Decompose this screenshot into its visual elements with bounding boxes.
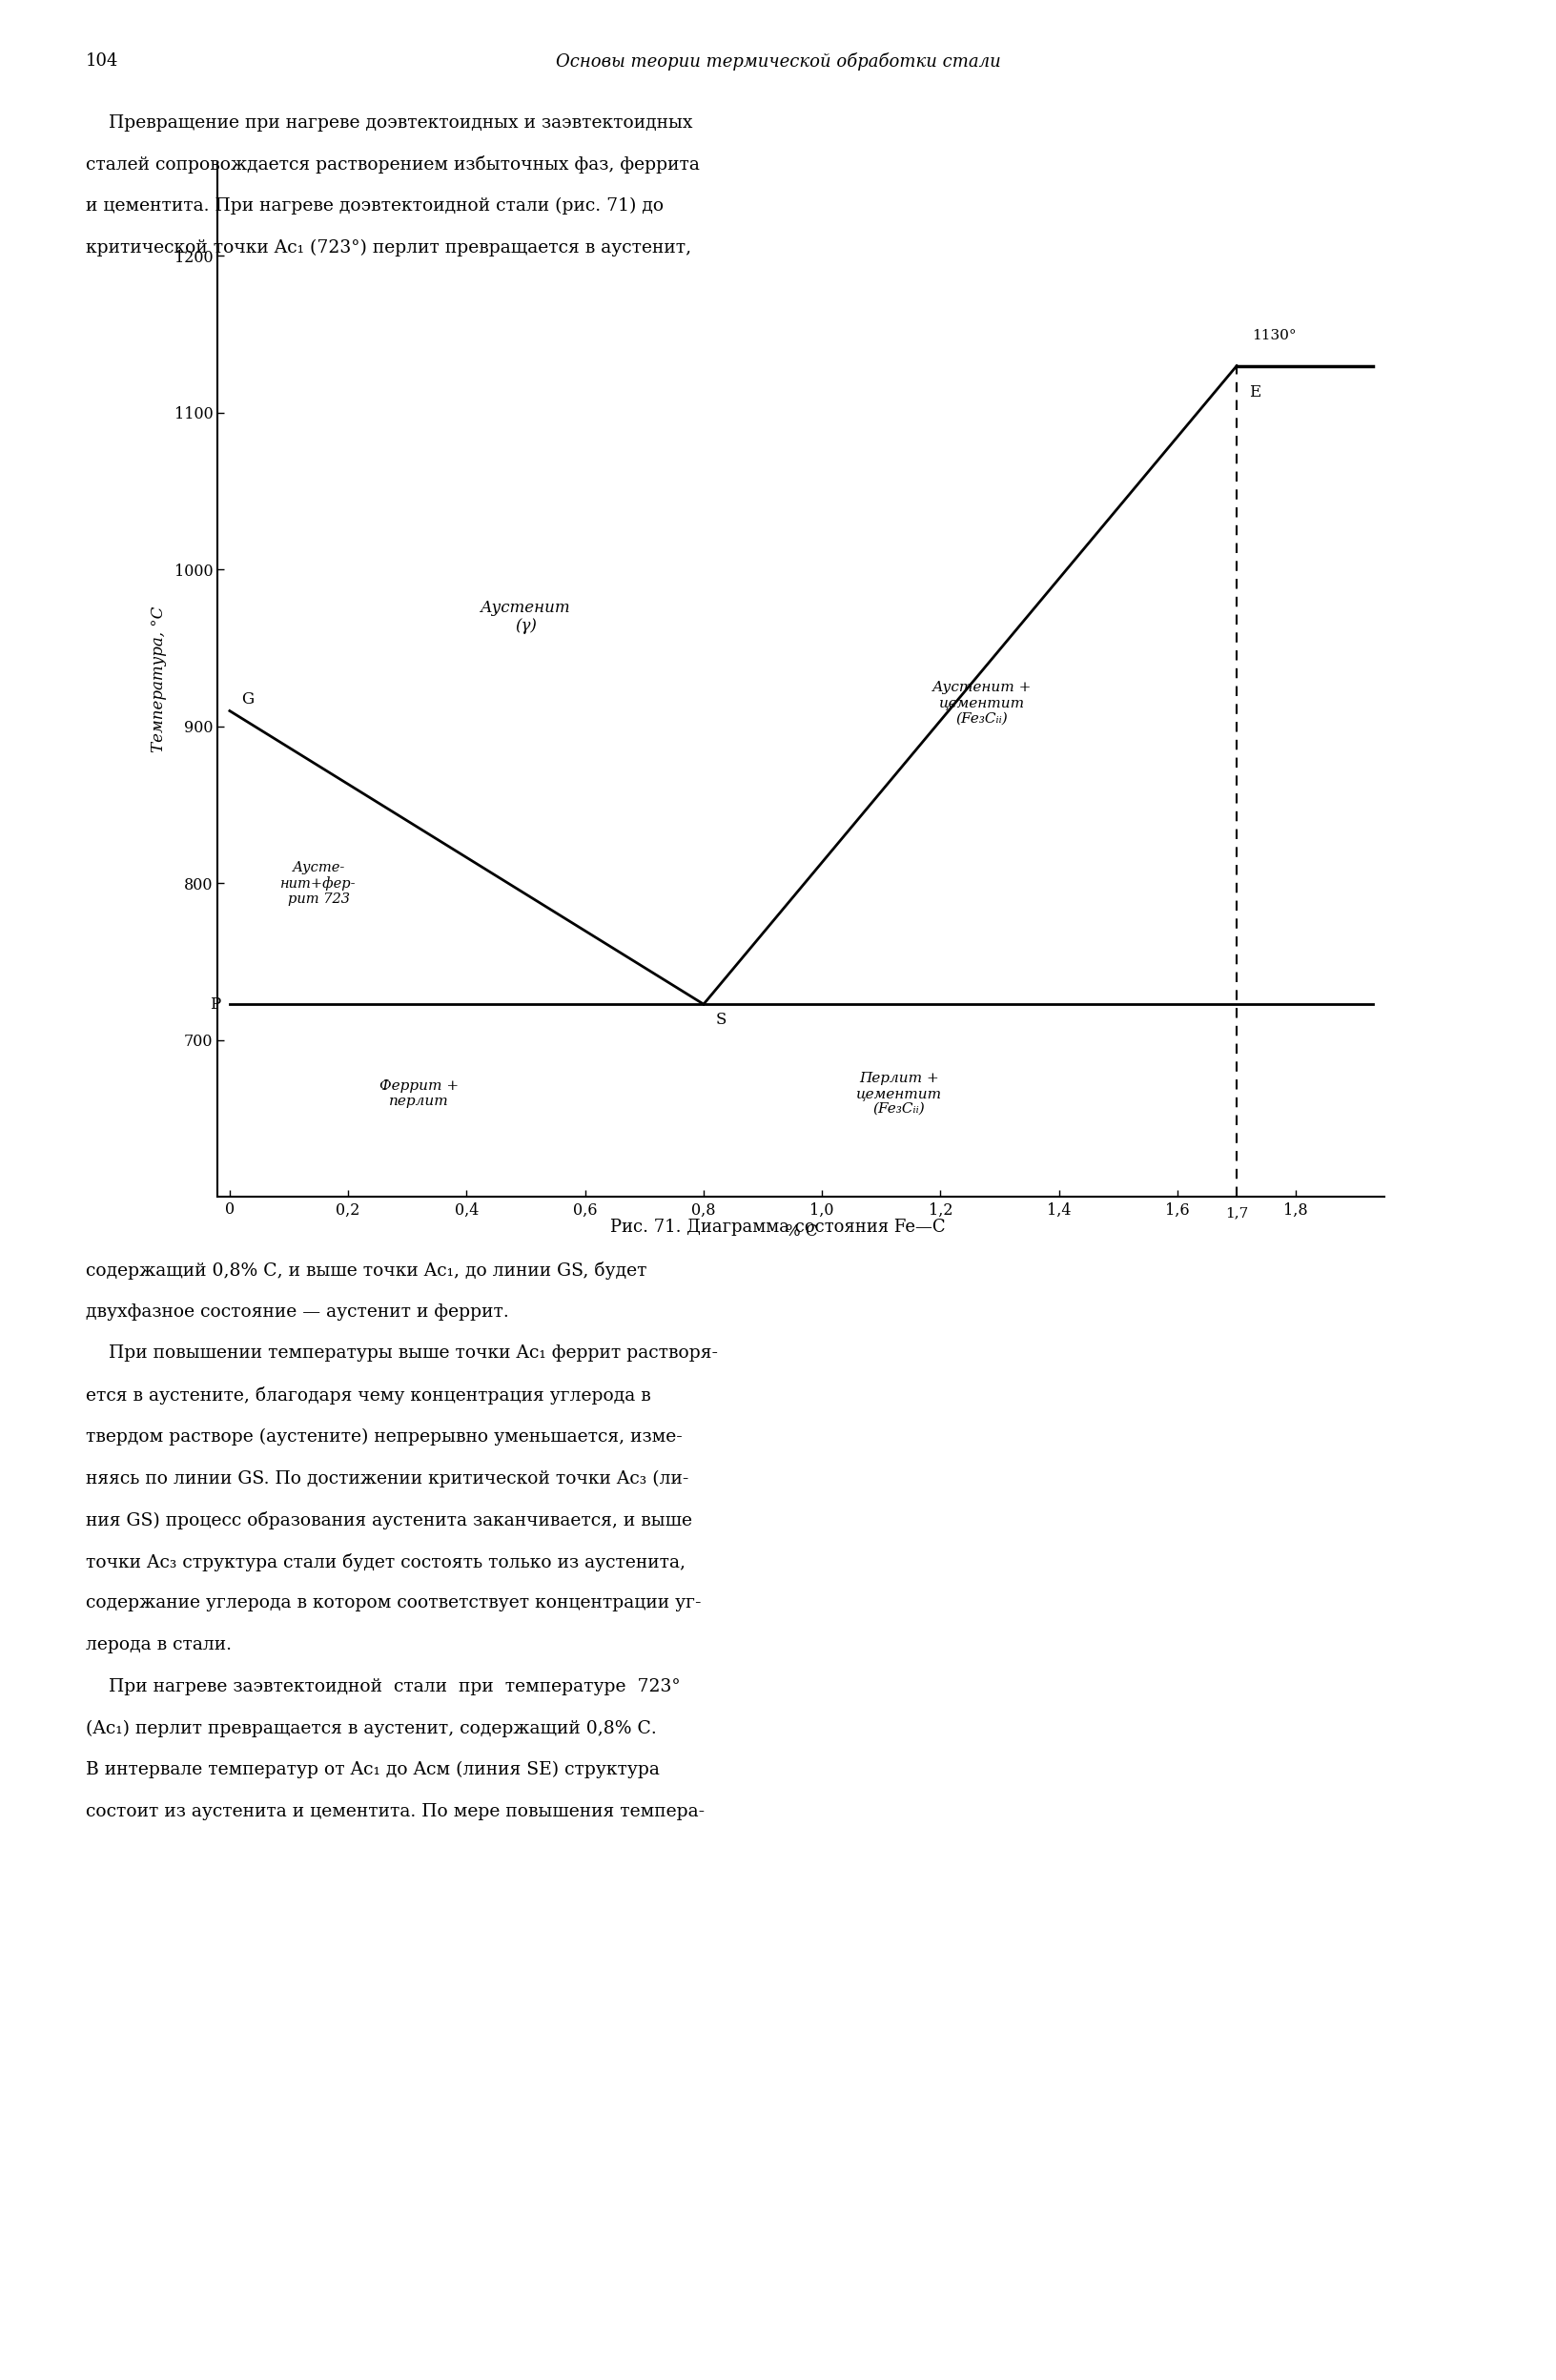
- X-axis label: % С: % С: [786, 1223, 817, 1240]
- Text: содержание углерода в котором соответствует концентрации уг-: содержание углерода в котором соответств…: [86, 1595, 702, 1611]
- Text: ния GS) процесс образования аустенита заканчивается, и выше: ния GS) процесс образования аустенита за…: [86, 1511, 692, 1530]
- Text: (Ac₁) перлит превращается в аустенит, содержащий 0,8% С.: (Ac₁) перлит превращается в аустенит, со…: [86, 1721, 657, 1737]
- Text: состоит из аустенита и цементита. По мере повышения темпера-: состоит из аустенита и цементита. По мер…: [86, 1804, 705, 1821]
- Text: Основы теории термической обработки стали: Основы теории термической обработки стал…: [555, 52, 1001, 71]
- Text: Перлит +
цементит
(Fe₃Cᵢᵢ): Перлит + цементит (Fe₃Cᵢᵢ): [856, 1071, 941, 1116]
- Text: При повышении температуры выше точки Ac₁ феррит растворя-: При повышении температуры выше точки Ac₁…: [86, 1345, 717, 1361]
- Text: критической точки Ac₁ (723°) перлит превращается в аустенит,: критической точки Ac₁ (723°) перлит прев…: [86, 240, 691, 257]
- Text: При нагреве заэвтектоидной  стали  при  температуре  723°: При нагреве заэвтектоидной стали при тем…: [86, 1678, 680, 1695]
- Text: ется в аустените, благодаря чему концентрация углерода в: ется в аустените, благодаря чему концент…: [86, 1385, 650, 1404]
- Text: Рис. 71. Диаграмма состояния Fe—C: Рис. 71. Диаграмма состояния Fe—C: [610, 1219, 946, 1235]
- Text: содержащий 0,8% С, и выше точки Ac₁, до линии GS, будет: содержащий 0,8% С, и выше точки Ac₁, до …: [86, 1261, 647, 1280]
- Text: 104: 104: [86, 52, 118, 69]
- Text: лерода в стали.: лерода в стали.: [86, 1637, 232, 1654]
- Text: и цементита. При нагреве доэвтектоидной стали (рис. 71) до: и цементита. При нагреве доэвтектоидной …: [86, 198, 663, 214]
- Text: В интервале температур от Ac₁ до Aсм (линия SE) структура: В интервале температур от Ac₁ до Aсм (ли…: [86, 1761, 660, 1778]
- Text: 1,7: 1,7: [1225, 1207, 1248, 1221]
- Text: E: E: [1248, 386, 1260, 400]
- Y-axis label: Температура, °С: Температура, °С: [151, 607, 166, 752]
- Text: 1130°: 1130°: [1251, 328, 1296, 343]
- Text: Феррит +
перлит: Феррит + перлит: [380, 1078, 459, 1109]
- Text: G: G: [241, 693, 254, 707]
- Text: Аустенит
(γ): Аустенит (γ): [481, 600, 571, 633]
- Text: двухфазное состояние — аустенит и феррит.: двухфазное состояние — аустенит и феррит…: [86, 1304, 509, 1321]
- Text: P: P: [210, 997, 221, 1012]
- Text: Превращение при нагреве доэвтектоидных и заэвтектоидных: Превращение при нагреве доэвтектоидных и…: [86, 114, 692, 131]
- Text: Аустенит +
цементит
(Fe₃Cᵢᵢ): Аустенит + цементит (Fe₃Cᵢᵢ): [932, 681, 1032, 726]
- Text: Аусте-
нит+фер-
рит 723: Аусте- нит+фер- рит 723: [280, 862, 356, 907]
- Text: сталей сопровождается растворением избыточных фаз, феррита: сталей сопровождается растворением избыт…: [86, 157, 700, 174]
- Text: точки Ac₃ структура стали будет состоять только из аустенита,: точки Ac₃ структура стали будет состоять…: [86, 1554, 685, 1571]
- Text: S: S: [716, 1012, 727, 1028]
- Text: няясь по линии GS. По достижении критической точки Ac₃ (ли-: няясь по линии GS. По достижении критиче…: [86, 1471, 688, 1488]
- Text: твердом растворе (аустените) непрерывно уменьшается, изме-: твердом растворе (аустените) непрерывно …: [86, 1428, 682, 1445]
